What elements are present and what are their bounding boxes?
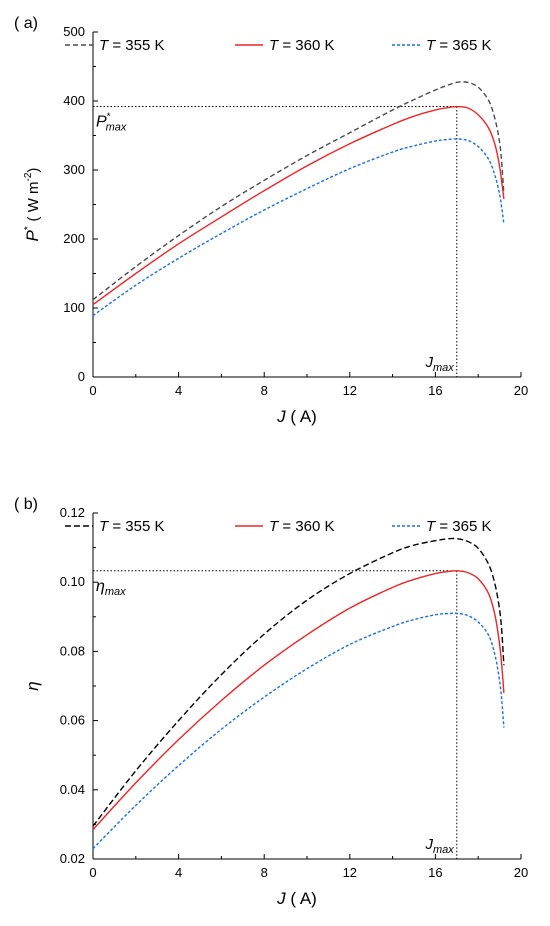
panel-label: ( b) [14, 496, 38, 513]
x-axis-label: J ( A) [276, 889, 317, 908]
legend-label: T = 360 K [269, 518, 334, 535]
legend-label: T = 365 K [426, 518, 491, 535]
x-axis-label: J ( A) [276, 407, 317, 426]
y-tick-label: 0.12 [60, 505, 85, 520]
y-tick-label: 200 [63, 231, 85, 246]
y-tick-label: 0 [78, 369, 85, 384]
series-line-360k [92, 105, 505, 306]
x-tick-label: 4 [175, 865, 182, 880]
y-tick-label: 0.02 [60, 851, 85, 866]
series-line-360k [92, 570, 505, 831]
x-tick-label: 16 [428, 383, 442, 398]
y-tick-label: 100 [63, 300, 85, 315]
y-tick-label: 0.06 [60, 713, 85, 728]
x-tick-label: 0 [89, 865, 96, 880]
x-tick-label: 16 [428, 865, 442, 880]
y-tick-label: 0.04 [60, 782, 85, 797]
series-line-355k [92, 537, 505, 827]
ymax-annotation: P* max [96, 112, 127, 134]
legend-label: T = 355 K [99, 518, 164, 535]
legend-label: T = 355 K [99, 37, 164, 54]
series-line-365k [92, 612, 505, 850]
x-tick-label: 0 [89, 383, 96, 398]
series-line-365k [92, 138, 505, 317]
ymax-annotation: ηmax [96, 578, 126, 598]
x-tick-label: 8 [261, 865, 268, 880]
panel-label: ( a) [14, 15, 38, 32]
chart-panel-1: ( b) 0 4 8 12 16 20 0.02 0.04 0.06 0.08 0.10 0.12 J (… [14, 496, 528, 908]
series-line-355k [92, 81, 505, 301]
y-tick-label: 0.08 [60, 643, 85, 658]
x-tick-label: 4 [175, 383, 182, 398]
legend-label: T = 365 K [426, 37, 491, 54]
x-tick-label: 20 [514, 865, 528, 880]
x-tick-label: 20 [514, 383, 528, 398]
xmax-annotation: Jmax [425, 836, 455, 856]
y-tick-label: 300 [63, 162, 85, 177]
y-tick-label: 400 [63, 93, 85, 108]
y-axis-label: P* ( W m-2) [23, 168, 42, 242]
y-tick-label: 500 [63, 24, 85, 39]
legend-label: T = 360 K [269, 37, 334, 54]
y-axis-label: η [23, 681, 42, 690]
y-tick-label: 0.10 [60, 574, 85, 589]
x-tick-label: 12 [343, 383, 357, 398]
x-tick-label: 8 [261, 383, 268, 398]
x-tick-label: 12 [343, 865, 357, 880]
xmax-annotation: Jmax [425, 354, 455, 374]
